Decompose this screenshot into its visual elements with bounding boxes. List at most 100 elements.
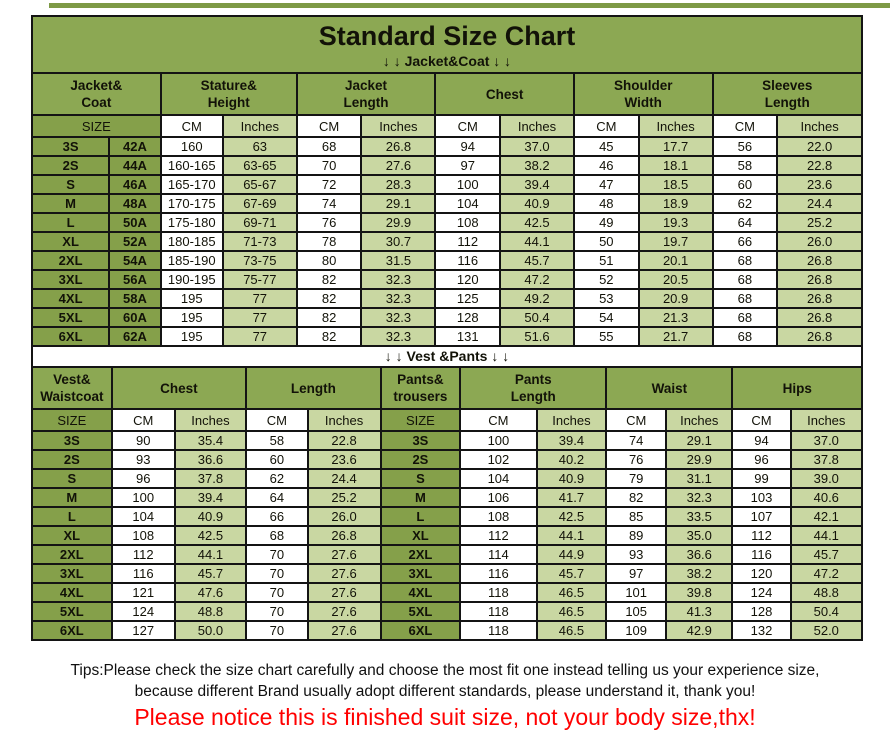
table-cell: 82	[295, 269, 363, 290]
table-cell: 32.3	[360, 307, 437, 328]
table-cell: 58A	[108, 288, 162, 309]
table-cell: 68	[711, 269, 779, 290]
column-group-header: Vest& Waistcoat	[31, 366, 113, 410]
table-cell: 52A	[108, 231, 162, 252]
table-cell: XL	[31, 525, 113, 546]
table-cell: 20.9	[637, 288, 714, 309]
table-cell: 31.5	[360, 250, 437, 271]
table-cell: 26.8	[776, 288, 863, 309]
table-cell: 37.8	[173, 468, 248, 489]
footer-notes: Tips:Please check the size chart careful…	[0, 656, 890, 730]
table-cell: XL	[379, 525, 462, 546]
table-cell: 116	[459, 563, 538, 584]
jacket-coat-section-banner: ↓ ↓ Jacket&Coat ↓ ↓	[382, 53, 512, 69]
table-cell: 25.2	[776, 212, 863, 233]
unit-header-cell: CM	[245, 408, 309, 432]
table-cell: 2S	[31, 449, 113, 470]
table-cell: 25.2	[306, 487, 382, 508]
table-cell: 54A	[108, 250, 162, 271]
table-cell: M	[30, 193, 111, 214]
table-cell: XL	[30, 231, 111, 252]
table-cell: 24.4	[776, 193, 863, 214]
unit-header-cell: Inches	[535, 408, 608, 432]
table-cell: 114	[459, 544, 538, 565]
table-cell: 127	[110, 620, 176, 641]
table-row: M 100 39.4 64 25.2 M 106 41.7 82 32.3 103 40.6	[31, 487, 864, 508]
table-cell: 112	[434, 231, 502, 252]
table-cell: 97	[434, 155, 502, 176]
table-cell: 89	[605, 525, 668, 546]
table-cell: 40.2	[535, 449, 608, 470]
table-cell: 2XL	[379, 544, 462, 565]
table-cell: 50A	[108, 212, 162, 233]
table-cell: 68	[245, 525, 309, 546]
column-group-header: Length	[245, 366, 382, 410]
table-cell: 40.9	[499, 193, 575, 214]
table-cell: 52	[572, 269, 640, 290]
table-cell: 3S	[31, 430, 113, 451]
table-cell: 26.8	[776, 250, 863, 271]
table-cell: 4XL	[31, 582, 113, 603]
table-cell: 56A	[108, 269, 162, 290]
table-cell: 71-73	[221, 231, 298, 252]
table-cell: 47	[572, 174, 640, 195]
table-cell: 66	[711, 231, 779, 252]
table-cell: 63-65	[221, 155, 298, 176]
table-cell: 160	[159, 136, 224, 157]
table-cell: 6XL	[379, 620, 462, 641]
table-cell: 128	[434, 307, 502, 328]
table-cell: 44A	[108, 155, 162, 176]
table-cell: 42.5	[535, 506, 608, 527]
table-cell: 3XL	[379, 563, 462, 584]
table-cell: 46	[572, 155, 640, 176]
table-cell: 20.5	[637, 269, 714, 290]
table-cell: 26.8	[360, 136, 437, 157]
table-cell: 112	[459, 525, 538, 546]
table-cell: 60	[711, 174, 779, 195]
table-cell: 77	[221, 288, 298, 309]
table-cell: 93	[605, 544, 668, 565]
table-cell: 42.5	[499, 212, 575, 233]
table-cell: 82	[295, 307, 363, 328]
table-cell: 94	[434, 136, 502, 157]
table-row: 6XL 62A 195 77 82 32.3 131 51.6 55 21.7 68 26.8	[30, 326, 863, 347]
top-divider-line	[49, 3, 890, 8]
table-cell: 70	[245, 563, 309, 584]
table-cell: 19.3	[637, 212, 714, 233]
finished-size-notice: Please notice this is finished suit size…	[134, 704, 756, 730]
table-row: M 48A 170-175 67-69 74 29.1 104 40.9 48 18.9 62 24.…	[30, 193, 863, 214]
table-row: S 96 37.8 62 24.4 S 104 40.9 79 31.1 99 39.0	[31, 468, 864, 489]
table-cell: 50.4	[789, 601, 864, 622]
table-cell: 26.0	[306, 506, 382, 527]
table-cell: 100	[459, 430, 538, 451]
table-cell: 90	[110, 430, 176, 451]
table-cell: 44.9	[535, 544, 608, 565]
table-cell: 22.8	[306, 430, 382, 451]
unit-header-cell: CM	[572, 114, 640, 138]
table-cell: 175-180	[159, 212, 224, 233]
table-cell: 40.9	[173, 506, 248, 527]
unit-header-cell: Inches	[173, 408, 248, 432]
table-cell: 27.6	[306, 544, 382, 565]
table-row: L 104 40.9 66 26.0 L 108 42.5 85 33.5 107 42.1	[31, 506, 864, 527]
table-row: XL 52A 180-185 71-73 78 30.7 112 44.1 50 19.7 66 26…	[30, 231, 863, 252]
table-cell: 76	[295, 212, 363, 233]
table-cell: 32.3	[665, 487, 734, 508]
table-cell: 40.6	[789, 487, 864, 508]
column-group-header: Stature& Height	[159, 72, 298, 116]
table-row: 3XL 116 45.7 70 27.6 3XL 116 45.7 97 38.2 120 47.2	[31, 563, 864, 584]
table-cell: 107	[731, 506, 792, 527]
table-cell: 4XL	[30, 288, 111, 309]
table-cell: 108	[459, 506, 538, 527]
table-cell: 58	[245, 430, 309, 451]
table-cell: 60A	[108, 307, 162, 328]
table-cell: 6XL	[30, 326, 111, 347]
table-cell: 27.6	[360, 155, 437, 176]
table-cell: 101	[605, 582, 668, 603]
unit-header-cell: SIZE	[379, 408, 462, 432]
table-cell: 195	[159, 326, 224, 347]
table-cell: 68	[711, 288, 779, 309]
table-cell: 70	[245, 544, 309, 565]
table-cell: 47.6	[173, 582, 248, 603]
table-cell: 50	[572, 231, 640, 252]
